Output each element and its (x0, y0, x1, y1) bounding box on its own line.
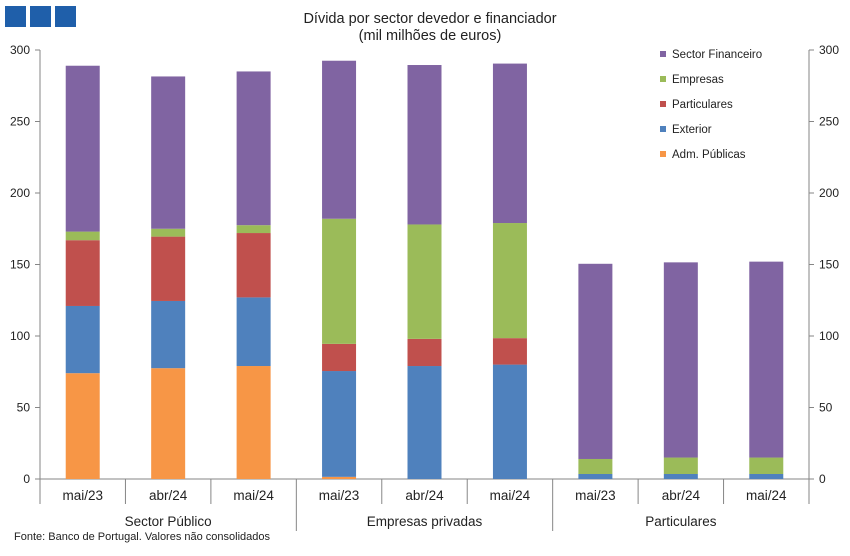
group-label: Empresas privadas (367, 514, 483, 529)
bar-segment (663, 457, 698, 474)
bar-segment (407, 224, 442, 339)
legend-label: Adm. Públicas (672, 149, 746, 161)
bar-segment (65, 373, 100, 479)
y-tick-label-left: 50 (17, 401, 31, 415)
bar-segment (151, 300, 186, 369)
legend-label: Exterior (672, 124, 712, 136)
bar-segment (236, 366, 271, 479)
legend-swatch (660, 76, 666, 82)
legend-swatch (660, 126, 666, 132)
legend-label: Particulares (672, 99, 733, 111)
bar-segment (65, 65, 100, 232)
bar-segment (749, 457, 784, 474)
y-tick-label-right: 0 (819, 472, 826, 486)
legend-label: Sector Financeiro (672, 49, 762, 61)
bar-segment (492, 338, 527, 365)
y-tick-label-right: 300 (819, 43, 839, 57)
bar-segment (663, 473, 698, 479)
bar-segment (492, 63, 527, 224)
bar-segment (151, 236, 186, 301)
bar-segment (578, 458, 613, 474)
bar-segment (65, 305, 100, 374)
bar-segment (322, 60, 357, 219)
bar-segment (663, 262, 698, 458)
y-tick-label-right: 150 (819, 258, 839, 272)
legend-label: Empresas (672, 74, 724, 86)
bar-segment (749, 473, 784, 479)
bar-segment (407, 65, 442, 225)
bar-segment (578, 263, 613, 459)
y-tick-label-right: 50 (819, 401, 833, 415)
logo-square-1 (5, 6, 26, 27)
x-tick-label: mai/24 (233, 488, 274, 503)
logo-square-3 (55, 6, 76, 27)
bar-segment (322, 218, 357, 344)
bar-segment (322, 371, 357, 477)
group-label: Sector Público (125, 514, 212, 529)
bar-segment (151, 368, 186, 479)
y-tick-label-left: 100 (10, 329, 30, 343)
legend-swatch (660, 151, 666, 157)
x-tick-label: abr/24 (405, 488, 444, 503)
x-tick-label: mai/24 (490, 488, 531, 503)
bar-segment (749, 261, 784, 458)
y-tick-label-right: 200 (819, 186, 839, 200)
bar-segment (492, 364, 527, 479)
bar-segment (407, 366, 442, 479)
x-tick-label: mai/24 (746, 488, 787, 503)
bar-segment (407, 338, 442, 367)
bar-segment (236, 225, 271, 234)
bar-segment (151, 228, 186, 237)
legend-swatch (660, 101, 666, 107)
y-tick-label-left: 150 (10, 258, 30, 272)
x-tick-label: mai/23 (319, 488, 360, 503)
y-tick-label-left: 200 (10, 186, 30, 200)
bar-segment (65, 240, 100, 306)
source-note: Fonte: Banco de Portugal. Valores não co… (14, 531, 271, 543)
x-tick-label: mai/23 (575, 488, 616, 503)
chart-subtitle: (mil milhões de euros) (358, 28, 502, 44)
x-tick-label: abr/24 (662, 488, 701, 503)
y-tick-label-right: 100 (819, 329, 839, 343)
bar-segment (322, 476, 357, 479)
bar-segment (236, 233, 271, 298)
bar-segment (65, 231, 100, 241)
bar-segment (492, 223, 527, 339)
bar-segment (236, 71, 271, 226)
y-tick-label-right: 250 (819, 115, 839, 129)
x-tick-label: mai/23 (62, 488, 103, 503)
y-tick-label-left: 250 (10, 115, 30, 129)
chart-title: Dívida por sector devedor e financiador (303, 11, 557, 27)
group-label: Particulares (645, 514, 717, 529)
bar-segment (236, 297, 271, 367)
bar-segment (151, 76, 186, 229)
y-tick-label-left: 300 (10, 43, 30, 57)
x-tick-label: abr/24 (149, 488, 188, 503)
bar-segment (322, 343, 357, 372)
logo-square-2 (30, 6, 51, 27)
y-tick-label-left: 0 (23, 472, 30, 486)
legend-swatch (660, 51, 666, 57)
bar-segment (578, 473, 613, 479)
